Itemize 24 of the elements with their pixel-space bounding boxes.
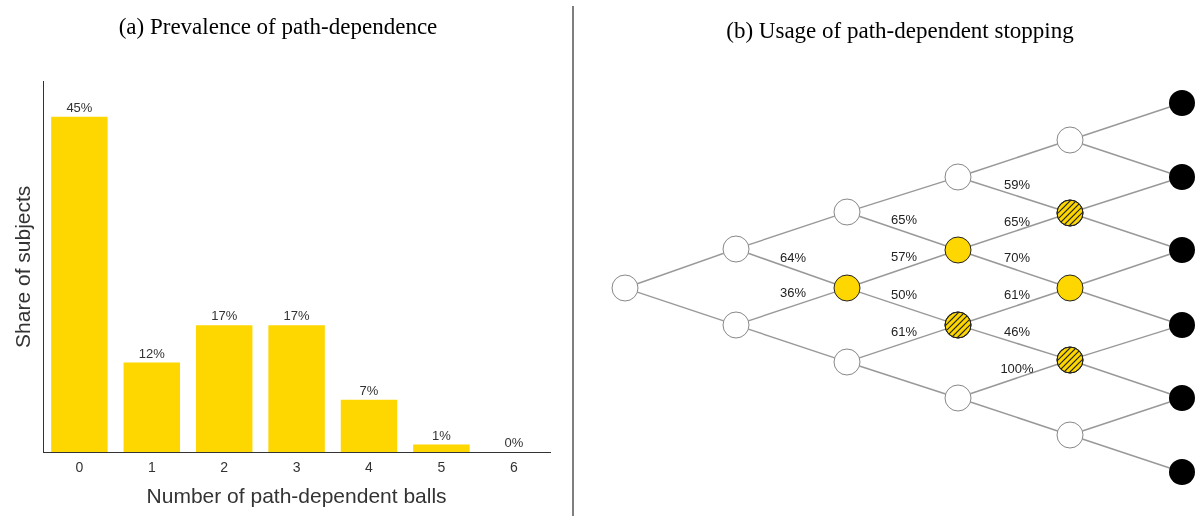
data-label: 7% [359,382,379,398]
x-tick-label: 0 [75,459,84,476]
bar [340,399,398,452]
x-tick-label: 6 [509,459,518,476]
y-axis-title: Share of subjects [11,185,35,348]
x-tick-label: 5 [437,459,446,476]
bar [123,362,181,452]
data-label: 45% [66,99,93,115]
text: (b) Usage of path-dependent stopping [726,18,1075,43]
x-axis-title: Number of path-dependent balls [146,484,447,508]
bar [413,444,470,452]
bar [268,325,325,452]
bar [51,116,108,452]
bar [195,325,253,452]
data-label: 0% [504,435,524,451]
x-tick-label: 2 [220,459,229,476]
data-label: 17% [283,308,311,324]
x-tick-label: 4 [365,459,374,476]
data-label: 12% [138,345,166,361]
data-label: 1% [432,427,452,443]
x-tick-label: 3 [292,459,301,476]
data-label: 17% [211,308,238,324]
x-tick-label: 1 [147,459,156,476]
chart-title: (a) Prevalence of path-dependence [118,13,438,39]
